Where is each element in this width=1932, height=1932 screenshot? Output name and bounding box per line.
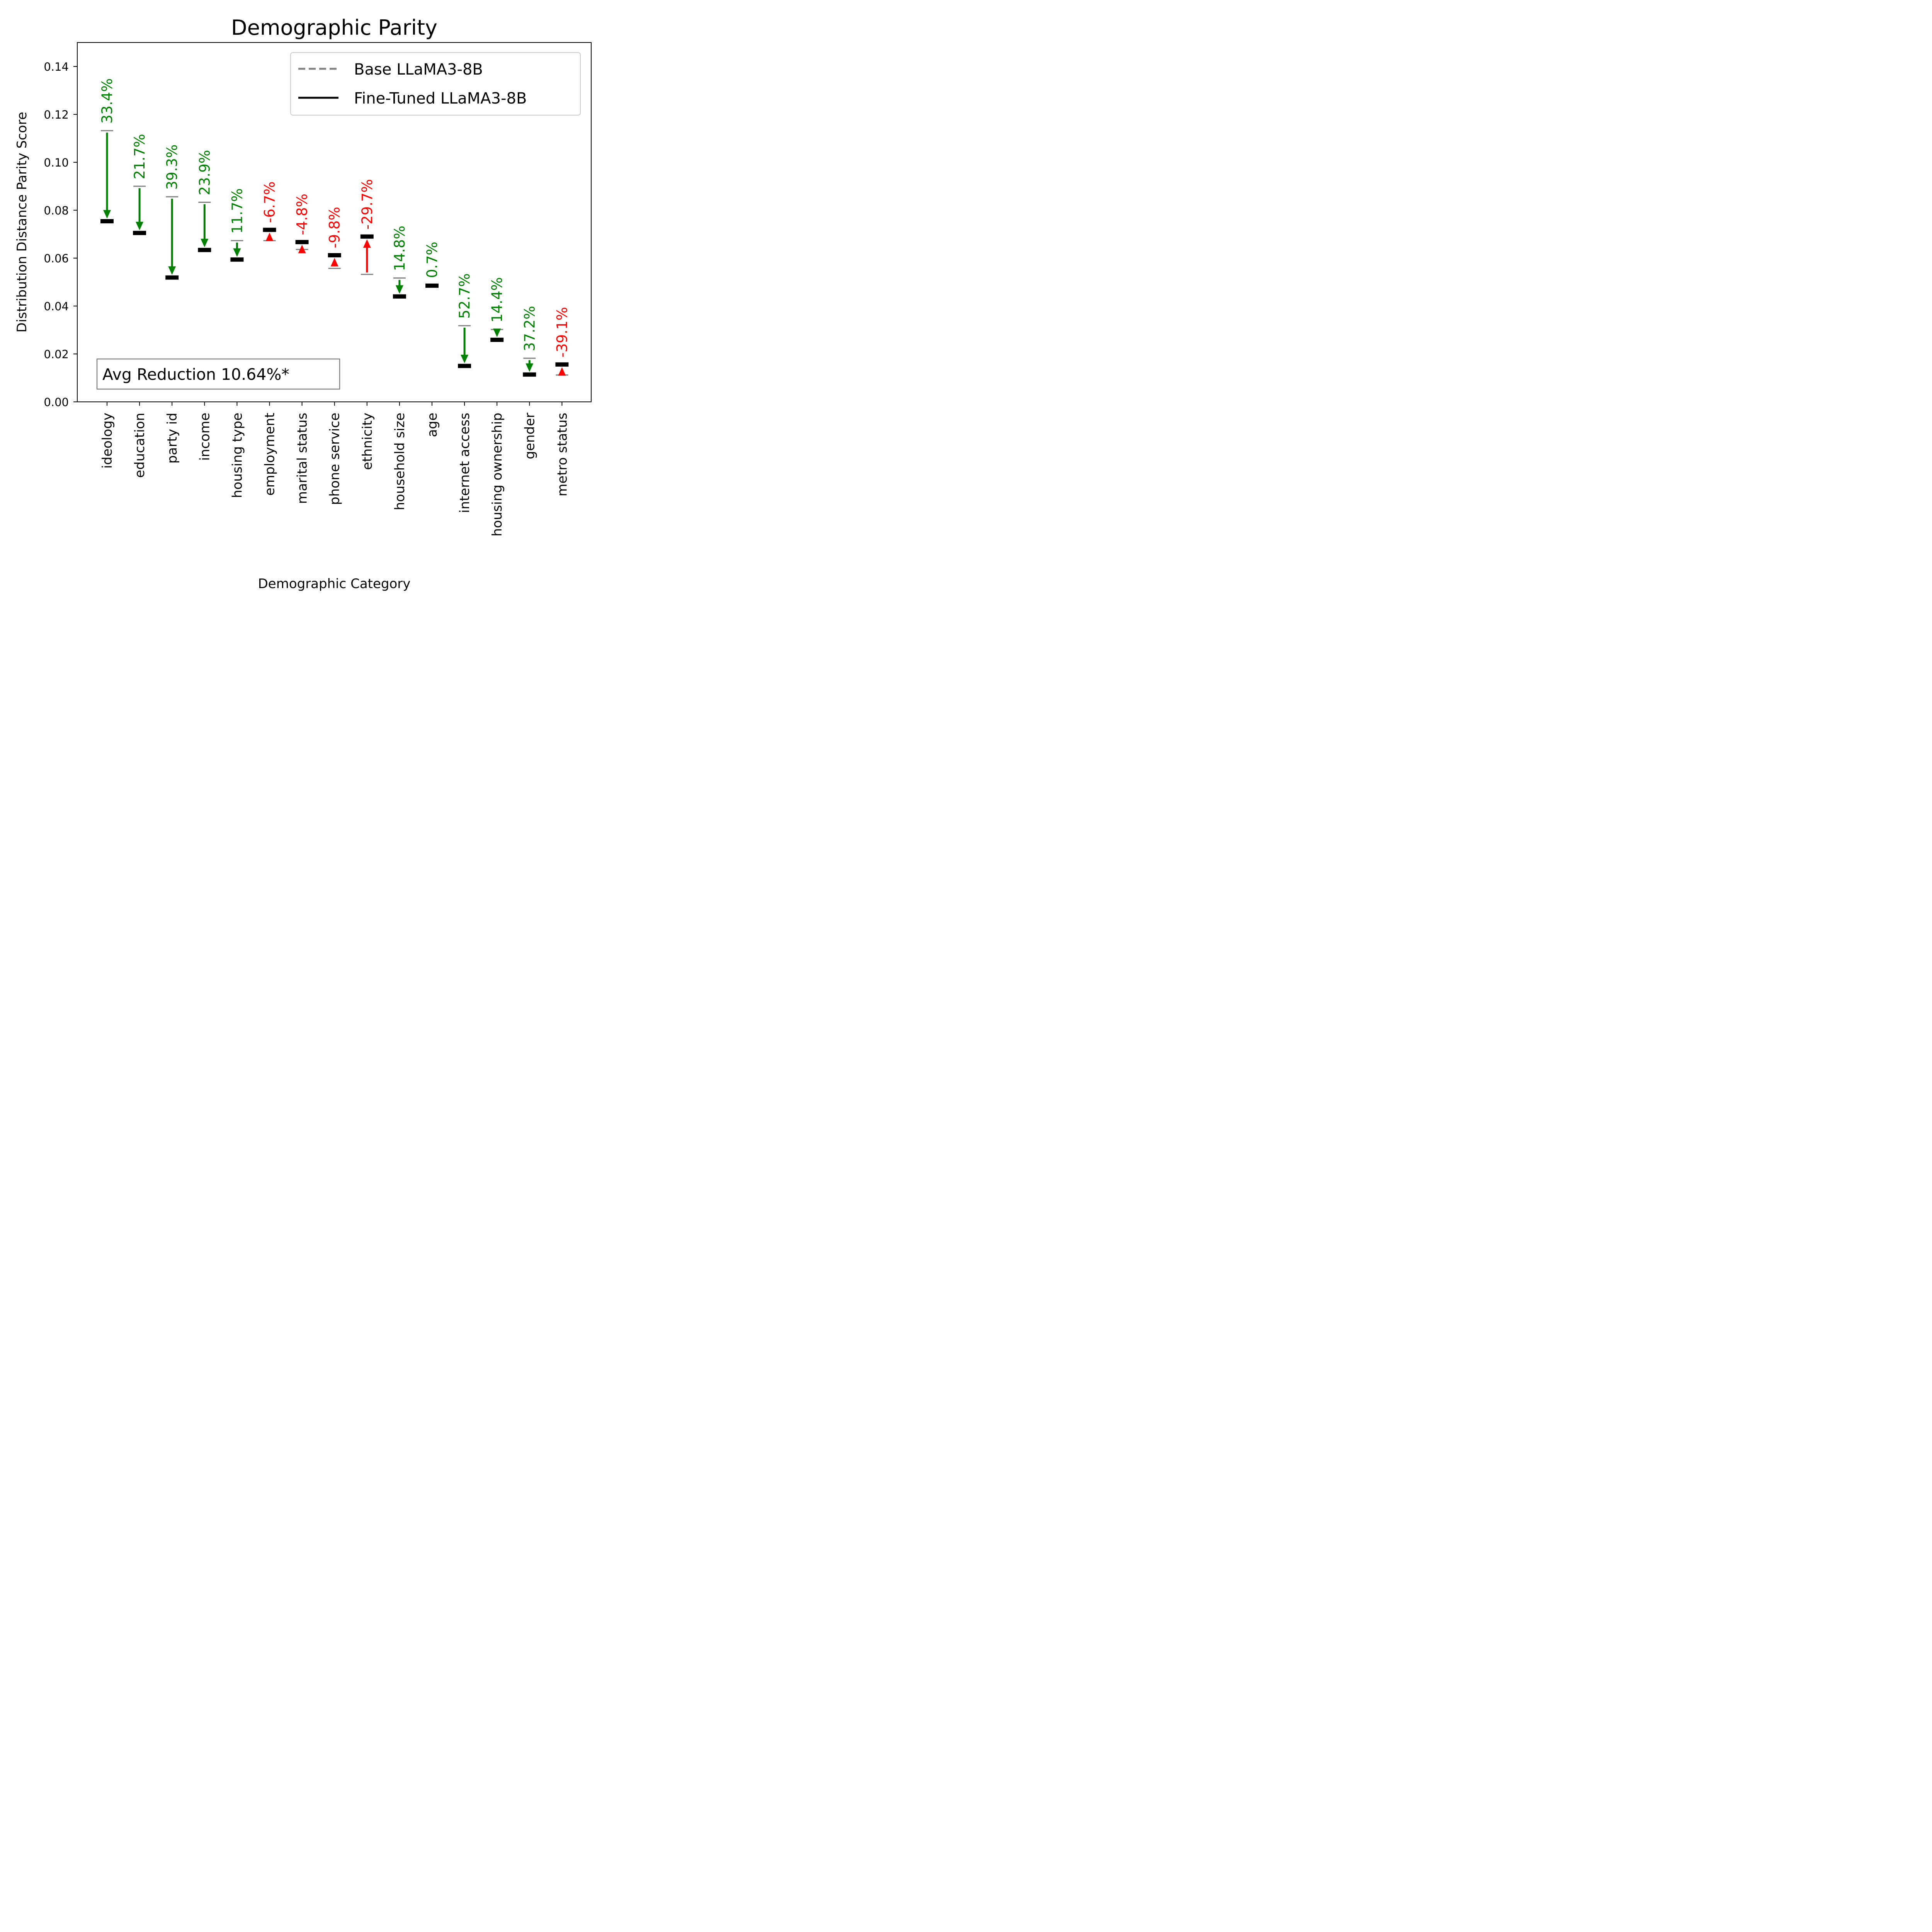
tuned-marker	[100, 219, 114, 224]
y-tick-label: 0.10	[44, 156, 69, 169]
change-label: 14.8%	[391, 226, 408, 271]
change-arrow-head	[265, 232, 274, 241]
change-arrow-head	[233, 248, 241, 257]
legend: Base LLaMA3-8B Fine-Tuned LLaMA3-8B	[290, 52, 581, 116]
change-label: 0.7%	[424, 242, 440, 278]
change-arrow-head	[461, 355, 469, 363]
change-label: -39.1%	[554, 307, 570, 357]
change-arrow-head	[395, 285, 403, 294]
change-label: 14.4%	[489, 277, 505, 323]
change-label: 33.4%	[99, 78, 116, 124]
tuned-marker	[425, 283, 439, 288]
change-label: 23.9%	[196, 150, 213, 196]
legend-label-base: Base LLaMA3-8B	[354, 61, 483, 78]
tuned-marker	[490, 337, 504, 342]
y-axis-label: Distribution Distance Parity Score	[14, 112, 30, 332]
change-arrow-head	[201, 238, 209, 247]
change-arrow-head	[363, 239, 371, 248]
tuned-marker	[555, 362, 569, 367]
x-tick-label: housing type	[230, 413, 245, 498]
tuned-marker	[393, 294, 406, 299]
change-arrow-head	[330, 258, 338, 267]
change-label: -4.8%	[294, 194, 311, 235]
x-tick-label: metro status	[554, 413, 570, 497]
x-tick-label: ethnicity	[360, 413, 375, 470]
tuned-marker	[295, 240, 309, 244]
annotation-frame	[96, 358, 340, 390]
change-label: 11.7%	[229, 188, 245, 234]
chart: 33.4% 21.7% 39.3% 23.9% 11.7% -6.7% -4.8% -9.8%…	[14, 15, 592, 592]
x-tick-label: age	[425, 413, 440, 437]
change-arrow-head	[493, 328, 501, 337]
x-axis-label: Demographic Category	[258, 576, 411, 592]
x-tick-label: employment	[262, 413, 278, 496]
change-arrow-head	[168, 266, 176, 275]
change-arrow-head	[136, 221, 144, 230]
tuned-marker	[263, 228, 276, 232]
legend-frame	[290, 52, 581, 116]
change-label: 52.7%	[456, 273, 473, 319]
x-tick-label: party id	[165, 413, 180, 464]
x-tick-label: phone service	[327, 413, 343, 505]
tuned-marker	[458, 364, 471, 368]
tuned-marker	[523, 372, 536, 377]
change-label: 21.7%	[131, 134, 148, 179]
change-arrow-head	[298, 245, 306, 253]
y-tick-label: 0.00	[44, 396, 69, 409]
tuned-marker	[133, 231, 146, 235]
x-tick-label: marital status	[295, 413, 310, 504]
x-tick-label: ideology	[100, 413, 115, 469]
y-tick-label: 0.02	[44, 348, 69, 361]
y-tick-label: 0.14	[44, 60, 69, 73]
annotation-box: Avg Reduction 10.64%*	[96, 358, 340, 390]
tuned-marker	[328, 253, 341, 258]
change-label: 37.2%	[521, 306, 538, 352]
tuned-marker	[230, 257, 244, 262]
x-tick-label: gender	[522, 413, 537, 459]
legend-label-tuned: Fine-Tuned LLaMA3-8B	[354, 90, 527, 107]
change-arrow-head	[103, 210, 111, 219]
change-label: -9.8%	[327, 207, 343, 248]
y-tick-label: 0.06	[44, 252, 69, 265]
y-axis: 0.00 0.02 0.04 0.06 0.08 0.10 0.12 0.14	[44, 60, 77, 409]
tuned-marker	[198, 248, 211, 252]
x-tick-label: housing ownership	[490, 413, 505, 536]
change-label: 39.3%	[164, 145, 180, 190]
x-axis: ideology education party id income housing t…	[100, 402, 570, 536]
tuned-marker	[360, 234, 374, 239]
x-tick-label: education	[132, 413, 148, 478]
change-arrow-head	[558, 367, 566, 376]
y-tick-label: 0.04	[44, 300, 69, 313]
tuned-marker	[165, 275, 179, 280]
chart-marks: 33.4% 21.7% 39.3% 23.9% 11.7% -6.7% -4.8% -9.8%…	[99, 78, 570, 377]
change-arrow-head	[526, 363, 534, 372]
change-label: -29.7%	[359, 179, 376, 230]
x-tick-label: internet access	[457, 413, 473, 513]
x-tick-label: income	[197, 413, 213, 461]
y-tick-label: 0.12	[44, 108, 69, 121]
annotation-text: Avg Reduction 10.64%*	[102, 365, 289, 384]
change-label: -6.7%	[262, 181, 278, 223]
x-tick-label: household size	[392, 413, 408, 510]
y-tick-label: 0.08	[44, 204, 69, 217]
chart-title: Demographic Parity	[231, 15, 437, 40]
